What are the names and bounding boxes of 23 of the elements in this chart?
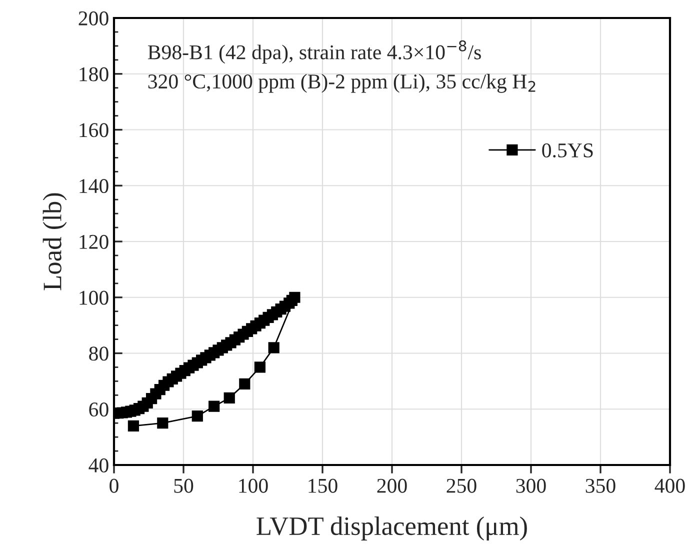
y-tick-label: 200: [78, 11, 108, 26]
y-tick-label: 100: [80, 290, 108, 305]
x-tick-label: 50: [174, 478, 194, 493]
x-axis-title: LVDT displacement (μm): [256, 516, 527, 540]
y-axis-title: Load (lb): [42, 193, 67, 290]
x-tick-label: 300: [516, 478, 546, 493]
y-tick-label: 120: [80, 234, 108, 249]
x-tick-label: 200: [377, 478, 407, 493]
annotation: B98-B1 (42 dpa), strain rate 4.3×10$^{−8}$/s: [148, 40, 481, 64]
x-tick-label: 400: [654, 478, 685, 493]
y-tick-label: 80: [89, 346, 108, 361]
x-tick-label: 350: [586, 478, 616, 493]
x-tick-label: 250: [446, 478, 476, 493]
legend-label: 0.5YS: [542, 143, 593, 158]
annotation: 320 °C,1000 ppm (B)-2 ppm (Li), 35 cc/kg H$_{2}$: [148, 74, 536, 93]
y-tick-label: 180: [80, 67, 108, 82]
x-tick-label: 100: [239, 478, 268, 493]
y-tick-label: 140: [80, 179, 108, 194]
y-tick-label: 160: [80, 123, 108, 138]
y-tick-label: 40: [88, 458, 108, 472]
y-tick-label: 60: [89, 402, 108, 417]
x-tick-label: 0: [110, 478, 118, 493]
x-tick-label: 150: [308, 478, 338, 493]
